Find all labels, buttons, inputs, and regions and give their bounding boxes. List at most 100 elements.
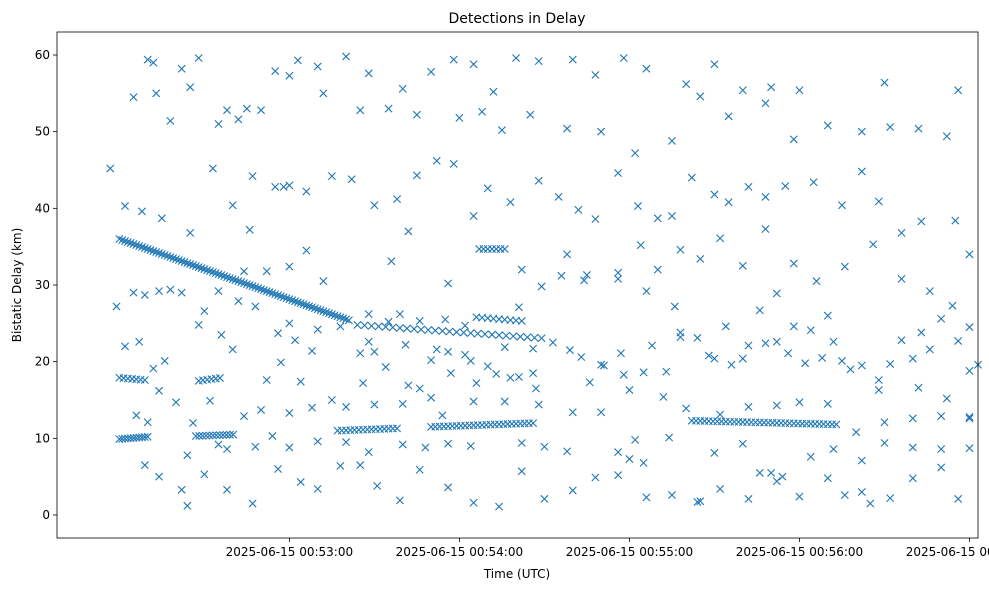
data-point xyxy=(591,473,600,482)
data-point xyxy=(327,172,336,181)
data-point xyxy=(279,293,288,302)
data-point xyxy=(517,265,526,274)
data-point xyxy=(772,289,781,298)
data-point xyxy=(682,80,691,89)
data-point xyxy=(954,336,963,345)
data-point xyxy=(206,396,215,405)
data-point xyxy=(325,309,334,318)
data-point xyxy=(789,135,798,144)
data-point xyxy=(662,367,671,376)
data-point xyxy=(198,431,207,440)
data-point xyxy=(308,303,317,312)
data-point xyxy=(157,250,166,259)
data-point xyxy=(738,86,747,95)
data-point xyxy=(285,71,294,80)
data-point xyxy=(402,324,411,333)
data-point xyxy=(529,344,538,353)
data-point xyxy=(801,359,810,368)
data-point xyxy=(761,99,770,108)
data-point xyxy=(296,377,305,386)
data-point xyxy=(710,354,719,363)
data-point xyxy=(534,400,543,409)
data-point xyxy=(234,115,243,124)
data-point xyxy=(364,337,373,346)
data-point xyxy=(370,347,379,356)
data-point xyxy=(308,346,317,355)
data-point xyxy=(342,315,351,324)
data-point xyxy=(516,332,525,341)
data-point xyxy=(177,64,186,73)
data-point xyxy=(548,338,557,347)
data-point xyxy=(642,493,651,502)
data-point xyxy=(738,261,747,270)
data-point xyxy=(208,164,217,173)
data-point xyxy=(268,289,277,298)
data-point xyxy=(415,317,424,326)
y-tick-label: 0 xyxy=(42,508,50,522)
data-point xyxy=(327,396,336,404)
data-point xyxy=(897,336,906,345)
data-point xyxy=(540,442,549,451)
data-point xyxy=(166,116,175,125)
data-point xyxy=(857,361,866,370)
data-point xyxy=(393,195,402,204)
data-point xyxy=(563,250,572,259)
data-point xyxy=(296,478,305,487)
data-point xyxy=(534,57,543,66)
data-point xyxy=(577,353,586,362)
data-point xyxy=(197,264,206,273)
data-point xyxy=(781,182,790,191)
data-point xyxy=(500,343,509,352)
data-point xyxy=(186,83,195,92)
data-point xyxy=(395,496,404,505)
data-point xyxy=(140,433,149,442)
data-point xyxy=(444,439,453,448)
data-point xyxy=(202,431,211,440)
data-point xyxy=(951,216,960,225)
data-point xyxy=(427,67,436,76)
data-point xyxy=(200,470,209,479)
data-point xyxy=(228,345,237,354)
data-point xyxy=(540,494,549,503)
data-point xyxy=(342,402,351,411)
data-point xyxy=(537,282,546,291)
x-tick-label: 2025-06-15 00:57:00 xyxy=(906,545,989,559)
data-point xyxy=(908,474,917,483)
y-tick-label: 40 xyxy=(35,201,50,215)
data-point xyxy=(316,306,325,315)
data-point xyxy=(274,329,283,338)
data-point xyxy=(302,301,311,310)
data-point xyxy=(259,286,268,295)
data-point xyxy=(869,240,878,249)
data-point xyxy=(248,172,257,181)
data-point xyxy=(214,440,223,449)
data-point xyxy=(530,333,539,342)
data-point xyxy=(653,265,662,274)
data-point xyxy=(381,322,390,331)
data-point xyxy=(257,405,266,414)
data-point xyxy=(614,471,623,480)
data-point xyxy=(412,110,421,119)
data-point xyxy=(724,112,733,121)
data-point xyxy=(444,347,453,356)
data-point xyxy=(837,356,846,365)
data-point xyxy=(415,384,424,393)
data-point xyxy=(367,321,376,330)
data-point xyxy=(347,175,356,184)
data-point xyxy=(954,494,963,503)
data-point xyxy=(466,356,475,365)
data-point xyxy=(823,311,832,320)
data-point xyxy=(441,315,450,324)
plot-area-frame xyxy=(56,31,979,539)
data-point xyxy=(166,253,175,262)
data-point xyxy=(937,445,946,454)
y-tick-label: 60 xyxy=(35,48,50,62)
data-point xyxy=(925,287,934,296)
data-point xyxy=(228,201,237,210)
data-point xyxy=(140,461,149,470)
data-point xyxy=(772,477,781,486)
x-axis-ticks: 2025-06-15 00:53:00 2025-06-15 00:54:00 20… xyxy=(226,538,989,559)
data-point xyxy=(271,182,280,191)
data-point xyxy=(374,322,383,331)
data-point xyxy=(214,270,223,279)
